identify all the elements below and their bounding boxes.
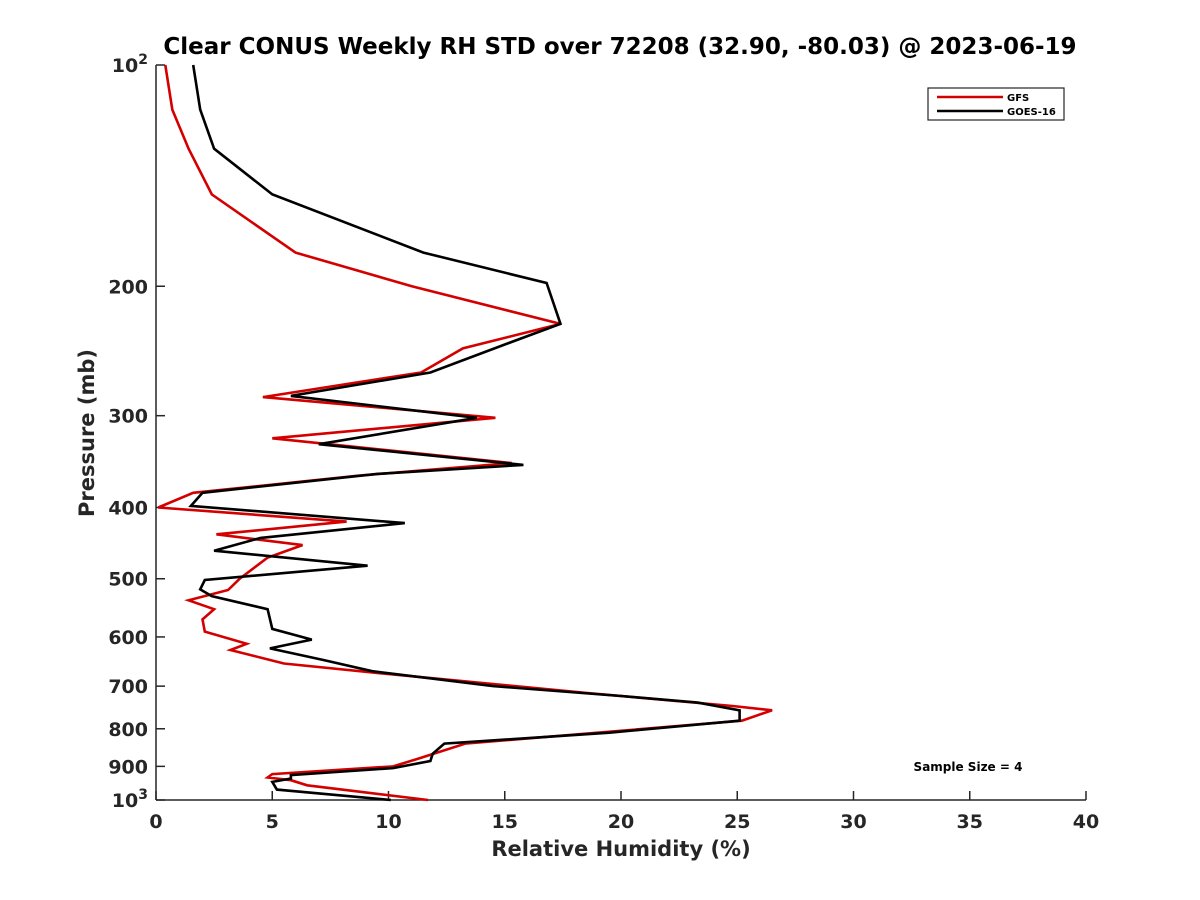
y-tick-label: 400 [108, 498, 148, 520]
legend: GFS GOES-16 [927, 87, 1065, 121]
y-tick-label: 700 [108, 676, 148, 698]
legend-label-goes16: GOES-16 [1007, 107, 1056, 118]
plot-area [155, 65, 1086, 801]
series-line-gfs [157, 64, 773, 802]
x-tick-label: 35 [957, 811, 983, 833]
legend-box [927, 87, 1065, 121]
series-line-goes-16 [188, 64, 741, 802]
y-axis-ticks: 102 200 300 400 500 600 700 800 900 103 [108, 52, 165, 812]
x-tick-label: 40 [1073, 811, 1099, 833]
y-tick-label: 600 [108, 627, 148, 649]
legend-label-gfs: GFS [1007, 93, 1029, 104]
y-tick-label: 800 [108, 719, 148, 741]
chart-title: Clear CONUS Weekly RH STD over 72208 (32… [163, 34, 1076, 60]
x-tick-label: 5 [266, 811, 279, 833]
sample-size-annotation: Sample Size = 4 [914, 760, 1023, 774]
chart-series-group [157, 64, 773, 802]
y-tick-label: 103 [112, 787, 148, 812]
x-axis-label: Relative Humidity (%) [491, 837, 750, 861]
x-tick-label: 15 [492, 811, 518, 833]
y-tick-label: 102 [112, 52, 148, 77]
x-tick-label: 0 [149, 811, 162, 833]
x-tick-label: 20 [608, 811, 634, 833]
y-tick-label: 300 [108, 406, 148, 428]
x-tick-label: 25 [724, 811, 750, 833]
y-tick-label: 200 [108, 276, 148, 298]
y-tick-label: 900 [108, 756, 148, 778]
x-tick-label: 10 [375, 811, 401, 833]
y-axis-label: Pressure (mb) [75, 349, 99, 517]
x-axis-ticks: 0 5 10 15 20 25 30 35 40 [149, 791, 1099, 833]
y-tick-label: 500 [108, 569, 148, 591]
x-tick-label: 30 [840, 811, 866, 833]
